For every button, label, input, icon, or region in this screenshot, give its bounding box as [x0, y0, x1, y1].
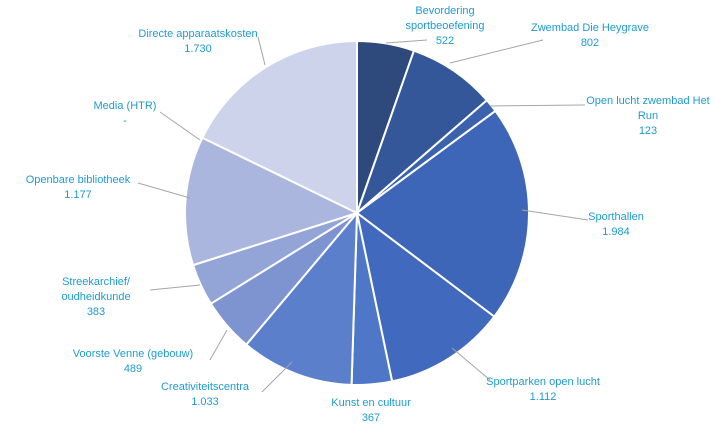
pie-slices — [184, 40, 530, 386]
slice-label-kunst-en-cultuur: Kunst en cultuur 367 — [331, 397, 411, 424]
slice-value: 1.730 — [184, 43, 212, 55]
slice-name: Creativiteitscentra — [161, 381, 250, 393]
slice-label-zwembad-die-heygrave: Zwembad Die Heygrave 802 — [531, 22, 649, 49]
pie-slice-sportparken-open-lucht — [356, 212, 496, 383]
slice-value: - — [123, 115, 127, 127]
slice-label-sportparken-open-lucht: Sportparken open lucht 1.112 — [486, 376, 600, 403]
slice-value: 383 — [87, 306, 105, 318]
pie-slice-creativiteitscentra — [245, 212, 358, 386]
slice-label-media-htr: Media (HTR) - — [94, 100, 157, 127]
slice-value: 1.177 — [64, 189, 92, 201]
slice-value: 123 — [639, 125, 657, 137]
slice-name: Open lucht zwembad Het — [586, 95, 710, 107]
leader-line-streekarchief-oudheidkunde — [149, 284, 201, 291]
leader-line-voorste-venne-gebouw — [209, 329, 228, 361]
slice-label-open-lucht-zwembad-het-run: Open lucht zwembad Het Run 123 — [586, 95, 710, 137]
slice-label-streekarchief-oudheidkunde: Streekarchief/oudheidkunde 383 — [61, 276, 130, 318]
slice-value: 802 — [581, 37, 599, 49]
slice-value: 522 — [436, 35, 454, 47]
slice-name: oudheidkunde — [61, 291, 130, 303]
slice-name: Bevordering — [415, 5, 474, 17]
leader-line-open-lucht-zwembad-het-run — [489, 104, 586, 107]
slice-name: Kunst en cultuur — [331, 397, 411, 409]
pie-slice-sporthallen — [356, 109, 530, 318]
slice-name: Zwembad Die Heygrave — [531, 22, 649, 34]
leader-line-creativiteitscentra — [261, 361, 293, 393]
slice-name: Media (HTR) — [94, 100, 157, 112]
slice-name: Sportparken open lucht — [486, 376, 600, 388]
slice-label-voorste-venne-gebouw: Voorste Venne (gebouw) 489 — [73, 348, 193, 375]
leader-line-directe-apparaatskosten — [257, 36, 266, 66]
slice-value: 1.984 — [602, 226, 630, 238]
slice-label-directe-apparaatskosten: Directe apparaatskosten 1.730 — [138, 28, 257, 55]
slice-name: Streekarchief/ — [62, 276, 131, 288]
pie-slice-openbare-bibliotheek — [184, 136, 358, 267]
slice-label-sporthallen: Sporthallen 1.984 — [588, 211, 644, 238]
leader-line-bevordering-sportbeoefening — [385, 39, 428, 44]
slice-value: 1.112 — [530, 391, 557, 403]
leader-line-openbare-bibliotheek — [137, 182, 191, 199]
slice-name: Directe apparaatskosten — [138, 28, 257, 40]
slice-value: 367 — [362, 412, 380, 424]
slice-name: Voorste Venne (gebouw) — [73, 348, 193, 360]
leader-line-sporthallen — [521, 209, 589, 221]
leader-line-zwembad-die-heygrave — [449, 39, 544, 64]
slice-value: 489 — [124, 363, 142, 375]
slice-name: sportbeoefening — [406, 20, 485, 32]
slice-name: Openbare bibliotheek — [26, 174, 131, 186]
slice-labels: Bevordering sportbeoefening 522 Zwembad Die… — [26, 5, 710, 424]
leader-line-sportparken-open-lucht — [451, 347, 491, 381]
pie-slice-directe-apparaatskosten — [201, 40, 358, 214]
leader-line-media-htr — [159, 111, 201, 141]
slice-name: Sporthallen — [588, 211, 644, 223]
leader-lines — [137, 36, 589, 393]
slice-name: Run — [638, 110, 658, 122]
slice-label-openbare-bibliotheek: Openbare bibliotheek 1.177 — [26, 174, 131, 201]
slice-label-bevordering-sportbeoefening: Bevordering sportbeoefening 522 — [406, 5, 485, 47]
slice-label-creativiteitscentra: Creativiteitscentra 1.033 — [161, 381, 250, 408]
slice-value: 1.033 — [191, 396, 219, 408]
pie-slice-zwembad-die-heygrave — [356, 49, 488, 214]
